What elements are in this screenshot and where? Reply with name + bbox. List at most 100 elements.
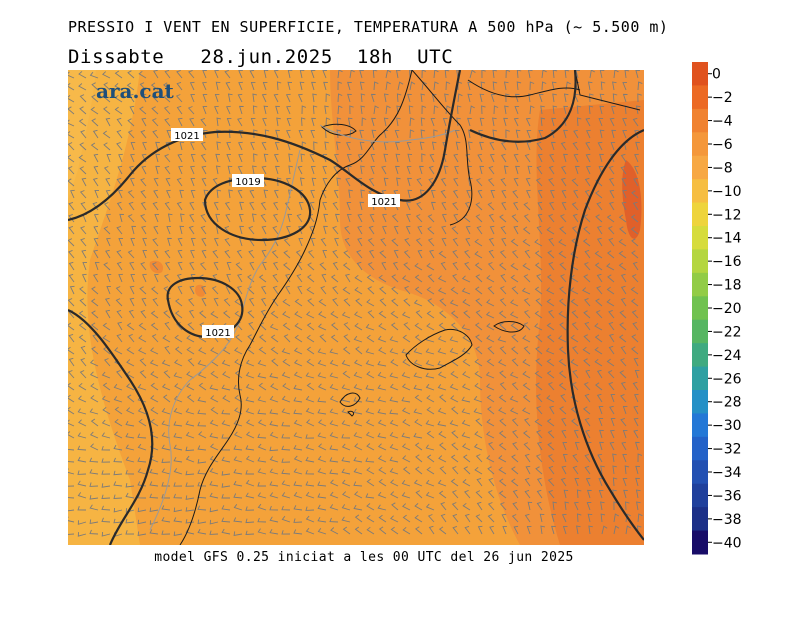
wind-barb xyxy=(368,225,375,235)
wind-barb xyxy=(260,285,267,295)
wind-barb xyxy=(113,383,123,391)
wind-barb xyxy=(101,458,111,463)
wind-barb xyxy=(512,429,519,439)
wind-barb xyxy=(403,250,411,259)
wind-barb xyxy=(452,189,459,199)
wind-barb xyxy=(245,396,255,403)
wind-barb xyxy=(179,189,184,199)
wind-barb xyxy=(152,297,159,307)
wind-barb xyxy=(272,273,279,283)
wind-barb xyxy=(77,492,87,499)
wind-barb xyxy=(573,189,579,199)
wind-barb xyxy=(523,310,531,319)
wind-barb xyxy=(522,407,531,415)
wind-barb xyxy=(360,105,365,115)
wind-barb xyxy=(293,409,303,415)
wind-barb xyxy=(618,334,627,343)
wind-barb xyxy=(560,177,567,187)
wind-barb xyxy=(330,334,339,343)
wind-barb xyxy=(116,333,123,343)
wind-barb xyxy=(324,105,329,115)
wind-barb xyxy=(584,189,591,199)
wind-barb xyxy=(139,358,147,367)
wind-barb xyxy=(281,492,291,499)
wind-barb xyxy=(91,346,99,355)
wind-barb xyxy=(441,225,447,235)
wind-barb xyxy=(245,506,255,511)
wind-barb xyxy=(299,70,305,79)
wind-barb xyxy=(224,70,231,79)
wind-barb xyxy=(209,432,219,439)
wind-barb xyxy=(559,406,567,415)
wind-barb xyxy=(499,262,507,271)
wind-barb xyxy=(631,334,639,343)
wind-barb xyxy=(549,405,555,415)
wind-barb xyxy=(606,358,615,367)
wind-barb xyxy=(140,309,147,319)
wind-barb xyxy=(176,70,183,79)
wind-barb xyxy=(329,457,339,463)
wind-barb xyxy=(409,129,415,139)
wind-barb xyxy=(361,117,367,127)
wind-barb xyxy=(487,490,495,499)
wind-barb xyxy=(269,492,279,499)
wind-barb xyxy=(585,141,591,151)
wind-barb xyxy=(245,470,254,475)
wind-barb xyxy=(574,165,580,175)
wind-barb xyxy=(337,93,343,103)
wind-barb xyxy=(450,286,459,295)
wind-barb xyxy=(125,420,135,427)
wind-barb xyxy=(137,383,147,391)
isobar-label-box xyxy=(202,325,234,338)
colorbar-swatch xyxy=(692,155,708,180)
wind-barb xyxy=(211,286,219,295)
wind-barb xyxy=(155,165,160,175)
wind-barb xyxy=(621,441,627,451)
wind-barb xyxy=(562,441,568,451)
wind-barb xyxy=(500,141,507,151)
wind-barb xyxy=(461,408,471,415)
wind-barb xyxy=(245,518,255,524)
wind-barb xyxy=(487,502,495,511)
wind-barb xyxy=(213,237,219,247)
wind-barb xyxy=(492,117,497,127)
wind-barb xyxy=(577,513,582,523)
wind-barb xyxy=(370,153,376,163)
wind-barb xyxy=(330,527,339,535)
wind-barb xyxy=(378,323,387,331)
wind-barb xyxy=(492,70,497,79)
wind-barb xyxy=(430,201,436,211)
wind-barb xyxy=(101,494,111,499)
wind-barb xyxy=(80,345,87,355)
wind-barb xyxy=(186,346,195,355)
wind-barb xyxy=(401,480,411,487)
wind-barb xyxy=(294,334,303,343)
wind-barb xyxy=(197,459,207,464)
island-menorca xyxy=(493,321,525,333)
wind-barb xyxy=(635,477,640,487)
wind-barb xyxy=(534,250,543,259)
wind-barb xyxy=(257,517,267,523)
wind-barb xyxy=(461,287,471,295)
wind-barb xyxy=(103,202,111,211)
wind-barb xyxy=(585,153,591,163)
wind-barb xyxy=(425,420,435,427)
wind-barb xyxy=(606,286,615,295)
wind-barb xyxy=(173,507,183,513)
wind-barb xyxy=(414,334,423,343)
wind-barb xyxy=(287,213,292,223)
wind-barb xyxy=(257,468,267,475)
wind-barb xyxy=(540,117,546,127)
wind-barb xyxy=(449,383,459,391)
wind-barb xyxy=(574,477,580,487)
wind-barb xyxy=(622,189,627,199)
wind-barb xyxy=(477,153,483,163)
wind-barb xyxy=(475,346,483,355)
wind-barb xyxy=(600,465,605,475)
wind-barb xyxy=(210,406,219,415)
wind-barb xyxy=(630,286,639,295)
wind-barb xyxy=(467,93,473,103)
wind-barb xyxy=(151,334,159,343)
wind-barb xyxy=(336,117,342,127)
wind-barb xyxy=(596,393,603,403)
